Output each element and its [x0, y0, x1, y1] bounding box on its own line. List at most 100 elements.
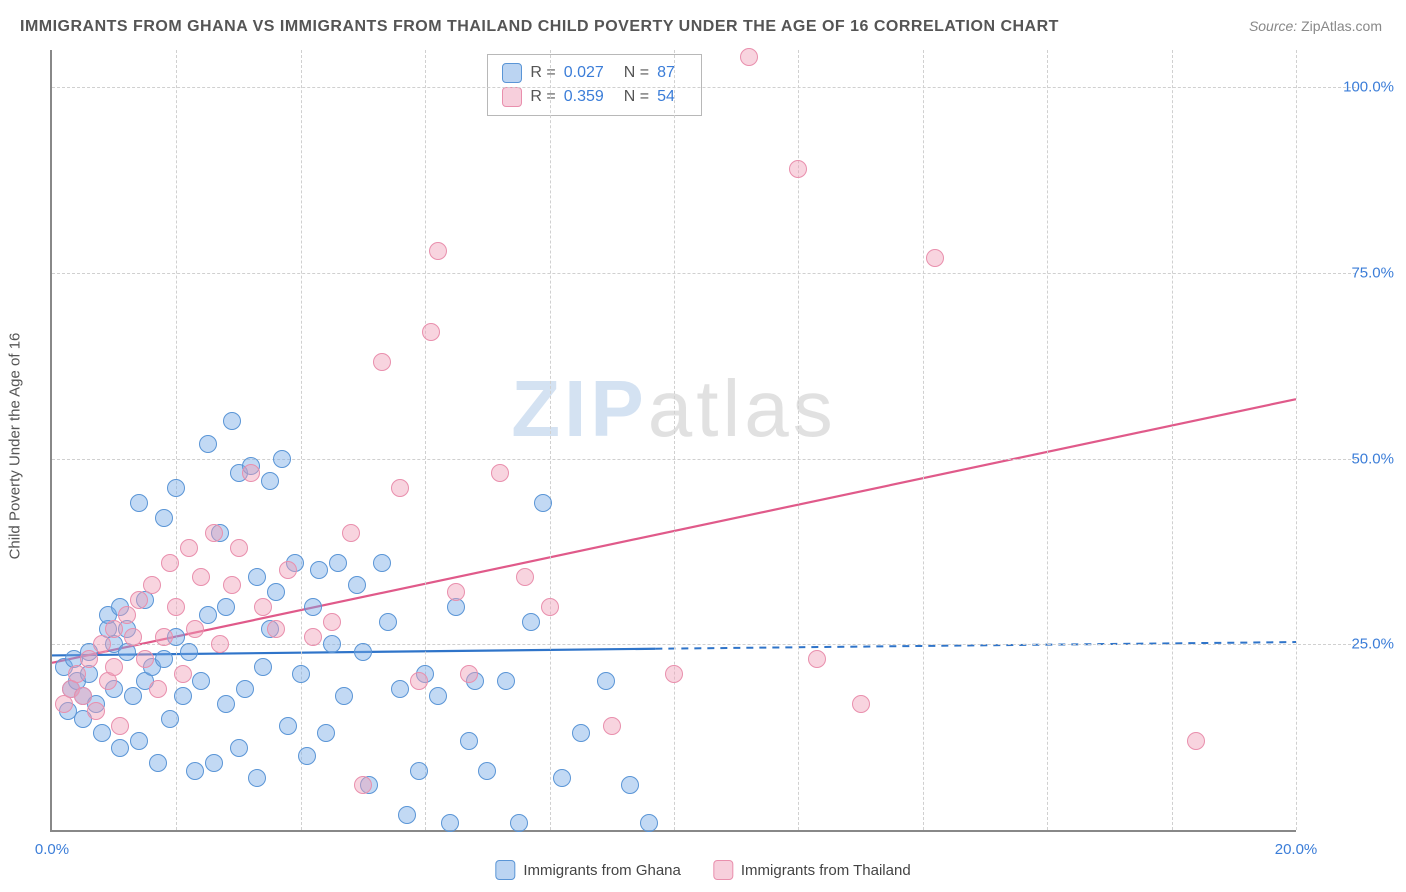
data-point [192, 672, 210, 690]
data-point [410, 762, 428, 780]
data-point [192, 568, 210, 586]
data-point [155, 628, 173, 646]
data-point [248, 769, 266, 787]
gridline-h [52, 644, 1356, 645]
r-value-ghana: 0.027 [564, 64, 604, 82]
data-point [87, 702, 105, 720]
data-point [398, 806, 416, 824]
data-point [926, 249, 944, 267]
data-point [124, 687, 142, 705]
data-point [497, 672, 515, 690]
chart-title: IMMIGRANTS FROM GHANA VS IMMIGRANTS FROM… [20, 18, 1059, 36]
data-point [808, 650, 826, 668]
data-point [391, 680, 409, 698]
data-point [80, 650, 98, 668]
source-label: Source: [1249, 18, 1297, 34]
data-point [267, 620, 285, 638]
data-point [236, 680, 254, 698]
data-point [230, 739, 248, 757]
data-point [205, 524, 223, 542]
xtick-label: 20.0% [1275, 841, 1318, 858]
data-point [292, 665, 310, 683]
data-point [354, 776, 372, 794]
data-point [534, 494, 552, 512]
data-point [273, 450, 291, 468]
data-point [379, 613, 397, 631]
ytick-label: 100.0% [1343, 79, 1394, 96]
data-point [510, 814, 528, 832]
data-point [242, 464, 260, 482]
data-point [429, 242, 447, 260]
data-point [186, 620, 204, 638]
swatch-pink [713, 860, 733, 880]
legend-label-ghana: Immigrants from Ghana [523, 862, 681, 879]
n-value-thailand: 54 [657, 88, 675, 106]
data-point [149, 754, 167, 772]
data-point [323, 613, 341, 631]
data-point [211, 635, 229, 653]
source-value: ZipAtlas.com [1301, 18, 1382, 34]
bottom-legend: Immigrants from Ghana Immigrants from Th… [495, 860, 910, 880]
gridline-v [1172, 50, 1173, 830]
legend-item-ghana: Immigrants from Ghana [495, 860, 681, 880]
data-point [323, 635, 341, 653]
data-point [180, 539, 198, 557]
gridline-h [52, 273, 1356, 274]
data-point [167, 598, 185, 616]
data-point [74, 687, 92, 705]
data-point [373, 554, 391, 572]
data-point [410, 672, 428, 690]
data-point [217, 695, 235, 713]
data-point [441, 814, 459, 832]
plot-area: ZIPatlas R = 0.027 N = 87 R = 0.359 N = … [50, 50, 1296, 832]
data-point [217, 598, 235, 616]
data-point [130, 494, 148, 512]
data-point [335, 687, 353, 705]
data-point [105, 658, 123, 676]
data-point [572, 724, 590, 742]
r-label: R = [530, 88, 555, 106]
data-point [852, 695, 870, 713]
data-point [124, 628, 142, 646]
ytick-label: 50.0% [1351, 450, 1394, 467]
stats-row-thailand: R = 0.359 N = 54 [502, 85, 687, 109]
data-point [789, 160, 807, 178]
data-point [254, 598, 272, 616]
data-point [130, 591, 148, 609]
gridline-v [674, 50, 675, 830]
data-point [597, 672, 615, 690]
y-axis-title: Child Poverty Under the Age of 16 [7, 333, 24, 560]
stats-row-ghana: R = 0.027 N = 87 [502, 61, 687, 85]
r-value-thailand: 0.359 [564, 88, 604, 106]
data-point [93, 635, 111, 653]
data-point [422, 323, 440, 341]
xtick-label: 0.0% [35, 841, 69, 858]
swatch-pink [502, 87, 522, 107]
legend-label-thailand: Immigrants from Thailand [741, 862, 911, 879]
r-label: R = [530, 64, 555, 82]
data-point [68, 665, 86, 683]
data-point [93, 724, 111, 742]
data-point [603, 717, 621, 735]
data-point [354, 643, 372, 661]
data-point [621, 776, 639, 794]
swatch-blue [495, 860, 515, 880]
watermark-part2: atlas [648, 364, 837, 453]
data-point [174, 665, 192, 683]
gridline-v [425, 50, 426, 830]
data-point [223, 412, 241, 430]
data-point [130, 732, 148, 750]
data-point [310, 561, 328, 579]
data-point [373, 353, 391, 371]
n-label: N = [624, 64, 649, 82]
gridline-h [52, 87, 1356, 88]
data-point [460, 732, 478, 750]
data-point [186, 762, 204, 780]
data-point [447, 583, 465, 601]
ytick-label: 25.0% [1351, 636, 1394, 653]
gridline-v [1296, 50, 1297, 830]
gridline-v [923, 50, 924, 830]
data-point [460, 665, 478, 683]
data-point [223, 576, 241, 594]
data-point [143, 576, 161, 594]
